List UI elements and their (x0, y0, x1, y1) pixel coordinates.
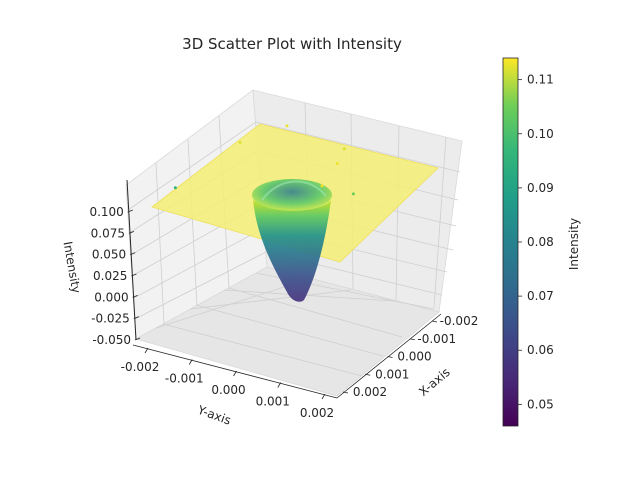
colorbar-tick-label: 0.06 (527, 343, 554, 357)
scatter-point (173, 186, 177, 190)
x-tick-mark (387, 356, 393, 358)
z-tick-label: 0.050 (92, 248, 126, 262)
colorbar-tick-label: 0.07 (527, 289, 554, 303)
z-tick-mark (131, 273, 137, 277)
z-tick-label: -0.025 (91, 312, 130, 326)
y-tick-mark (321, 393, 326, 400)
x-tick-mark (342, 391, 349, 394)
well-outer-surface (253, 200, 331, 302)
scatter-point (351, 192, 355, 196)
z-axis: 0.100 0.075 0.050 0.025 0.000 -0.025 -0.050 In… (61, 179, 141, 347)
scatter-point (238, 140, 242, 144)
colorbar-tick-label: 0.05 (527, 397, 554, 411)
y-tick-mark (277, 382, 282, 388)
colorbar-tick-label: 0.10 (527, 127, 554, 141)
colorbar-tick-label: 0.09 (527, 181, 554, 195)
y-tick-label: -0.002 (121, 360, 160, 374)
y-tick-label: 0.002 (300, 406, 334, 420)
x-tick-label: -0.002 (440, 314, 479, 328)
x-tick-label: -0.001 (417, 332, 456, 346)
y-tick-mark (188, 359, 193, 365)
scatter-point (342, 147, 346, 151)
gaussian-well (252, 179, 332, 302)
z-axis-label: Intensity (61, 240, 84, 294)
y-tick-label: 0.000 (211, 383, 245, 397)
colorbar-gradient (502, 57, 519, 427)
chart-title: 3D Scatter Plot with Intensity (182, 35, 402, 53)
z-tick-label: -0.050 (92, 333, 131, 347)
z-tick-mark (130, 252, 136, 256)
z-tick-label: 0.100 (89, 205, 123, 219)
x-tick-mark (431, 320, 438, 323)
z-tick-mark (134, 337, 141, 341)
colorbar: 0.11 0.10 0.09 0.08 0.07 0.06 0.05 Intensity (502, 57, 581, 427)
z-tick-label: 0.000 (94, 290, 128, 304)
colorbar-label: Intensity (567, 218, 581, 270)
z-tick-mark (133, 316, 139, 320)
x-tick-mark (409, 338, 415, 341)
well-rim (252, 179, 332, 211)
z-tick-mark (132, 294, 138, 298)
x-tick-label: 0.002 (353, 385, 387, 399)
scatter-point (285, 124, 289, 128)
z-tick-label: 0.025 (93, 269, 127, 283)
colorbar-tick-label: 0.08 (527, 235, 554, 249)
x-axis-label: X-axis (416, 365, 453, 399)
z-tick-label: 0.075 (91, 226, 125, 240)
x-tick-mark (365, 373, 371, 376)
y-tick-mark (144, 347, 149, 354)
colorbar-tick-label: 0.11 (527, 73, 554, 87)
scatter-points (173, 124, 355, 196)
z-tick-mark (127, 209, 133, 213)
x-tick-label: 0.001 (375, 367, 409, 381)
y-tick-mark (233, 370, 237, 377)
scatter-point (335, 162, 339, 165)
y-tick-label: 0.001 (256, 395, 290, 409)
z-tick-mark (128, 230, 135, 234)
y-axis-label: Y-axis (195, 402, 233, 427)
x-tick-label: 0.000 (397, 350, 431, 364)
scatter-point (320, 184, 324, 188)
y-tick-label: -0.001 (165, 372, 204, 386)
well-highlight (261, 180, 327, 201)
